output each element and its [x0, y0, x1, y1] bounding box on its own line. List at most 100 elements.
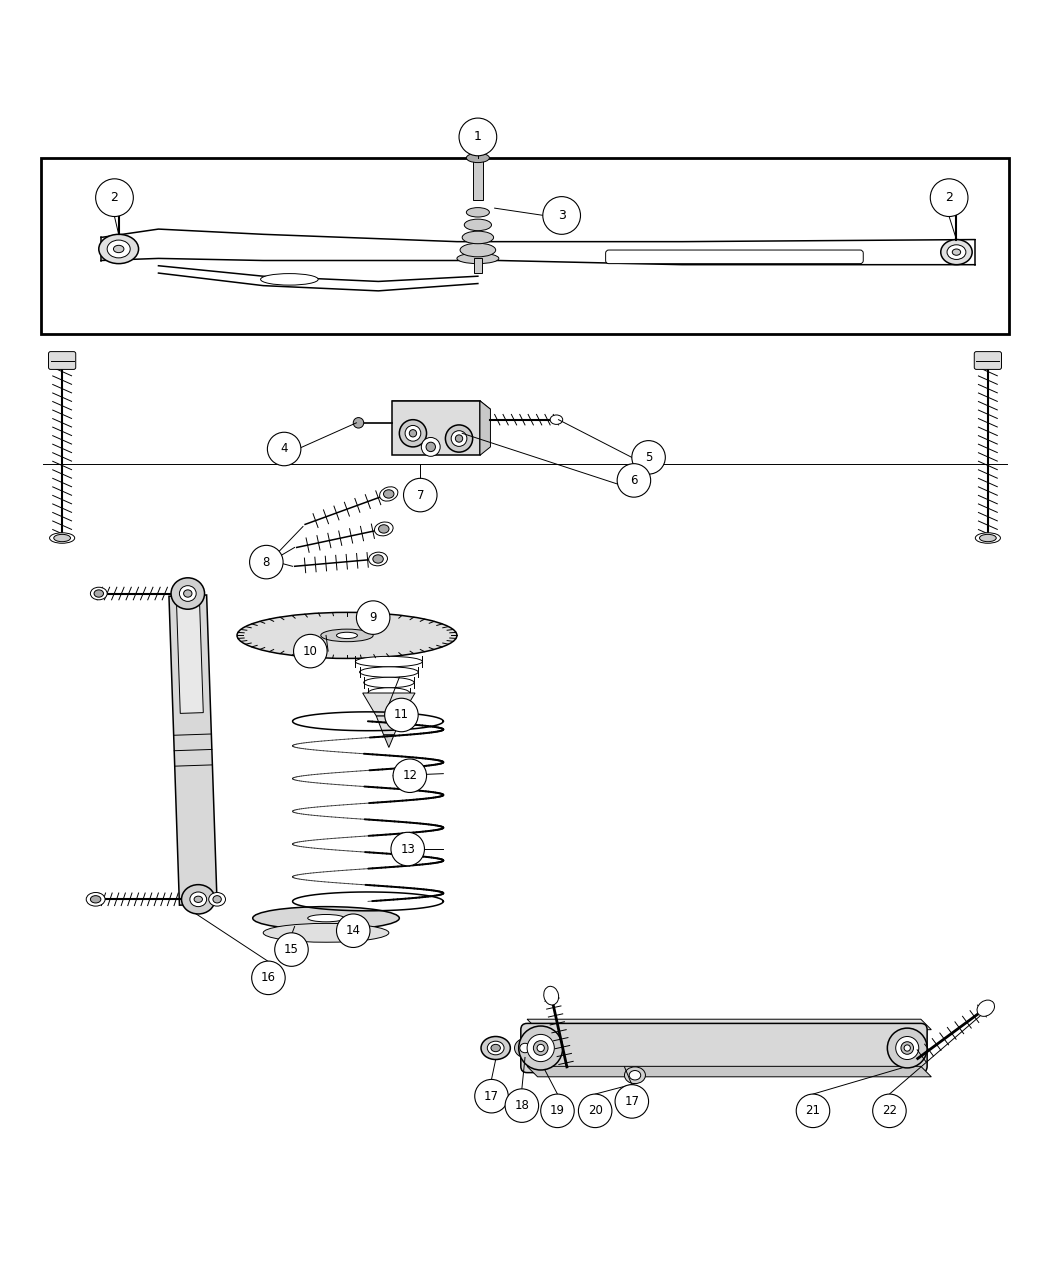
Circle shape [541, 1094, 574, 1127]
Ellipse shape [171, 578, 205, 609]
Ellipse shape [975, 533, 1001, 543]
Ellipse shape [901, 1042, 914, 1054]
Circle shape [459, 119, 497, 156]
Circle shape [403, 478, 437, 511]
Ellipse shape [209, 892, 226, 907]
Ellipse shape [457, 254, 499, 264]
Polygon shape [480, 400, 490, 455]
Circle shape [252, 961, 286, 994]
Ellipse shape [980, 534, 996, 542]
Ellipse shape [353, 418, 363, 428]
Polygon shape [392, 400, 490, 409]
Polygon shape [176, 595, 204, 714]
Ellipse shape [375, 521, 393, 536]
Ellipse shape [520, 1043, 530, 1053]
Text: 4: 4 [280, 442, 288, 455]
Ellipse shape [107, 240, 130, 258]
Circle shape [617, 464, 651, 497]
Ellipse shape [481, 1037, 510, 1060]
FancyBboxPatch shape [606, 250, 863, 264]
Ellipse shape [379, 525, 388, 533]
Text: 10: 10 [302, 645, 318, 658]
Ellipse shape [54, 534, 70, 542]
Text: 22: 22 [882, 1104, 897, 1117]
Ellipse shape [952, 249, 961, 255]
Circle shape [356, 601, 390, 635]
Text: 2: 2 [110, 191, 119, 204]
Circle shape [475, 1080, 508, 1113]
Circle shape [393, 759, 426, 793]
Text: 7: 7 [417, 488, 424, 501]
Text: 15: 15 [285, 944, 299, 956]
Ellipse shape [533, 1040, 548, 1056]
Ellipse shape [625, 1067, 646, 1084]
Ellipse shape [111, 195, 126, 203]
Ellipse shape [190, 892, 207, 907]
Text: 20: 20 [588, 1104, 603, 1117]
Ellipse shape [194, 896, 203, 903]
Text: 3: 3 [558, 209, 566, 222]
Ellipse shape [491, 1044, 501, 1052]
Circle shape [505, 1089, 539, 1122]
Text: 13: 13 [400, 843, 415, 856]
Bar [472, 158, 483, 200]
Circle shape [615, 1085, 649, 1118]
Ellipse shape [308, 914, 344, 922]
Ellipse shape [466, 208, 489, 217]
Text: 6: 6 [630, 474, 637, 487]
Ellipse shape [514, 1039, 536, 1057]
Circle shape [930, 179, 968, 217]
Polygon shape [376, 717, 401, 734]
Circle shape [579, 1094, 612, 1127]
Ellipse shape [487, 1042, 504, 1054]
Ellipse shape [369, 552, 387, 566]
Ellipse shape [544, 987, 559, 1005]
Ellipse shape [213, 895, 222, 903]
Circle shape [543, 196, 581, 235]
FancyBboxPatch shape [521, 1024, 927, 1072]
Ellipse shape [90, 895, 101, 903]
Circle shape [250, 546, 284, 579]
Circle shape [796, 1094, 830, 1127]
Ellipse shape [184, 590, 192, 597]
Ellipse shape [456, 435, 463, 442]
Text: 2: 2 [945, 191, 953, 204]
Ellipse shape [537, 1044, 544, 1052]
Circle shape [336, 914, 370, 947]
Ellipse shape [410, 430, 417, 437]
Text: 1: 1 [474, 130, 482, 143]
Text: 16: 16 [261, 972, 276, 984]
Ellipse shape [426, 442, 436, 451]
Polygon shape [527, 1066, 931, 1077]
Circle shape [391, 833, 424, 866]
Ellipse shape [260, 274, 318, 286]
Ellipse shape [368, 687, 410, 699]
Ellipse shape [113, 245, 124, 252]
Bar [392, 400, 480, 455]
Text: 12: 12 [402, 769, 417, 783]
Ellipse shape [466, 153, 489, 163]
Ellipse shape [321, 629, 373, 641]
Ellipse shape [421, 437, 440, 456]
Text: 18: 18 [514, 1099, 529, 1112]
Ellipse shape [460, 244, 496, 256]
Ellipse shape [896, 1037, 919, 1060]
Polygon shape [383, 734, 394, 747]
Circle shape [275, 933, 309, 966]
Ellipse shape [462, 231, 493, 244]
Ellipse shape [264, 923, 388, 942]
Text: 8: 8 [262, 556, 270, 569]
Ellipse shape [519, 1026, 563, 1070]
Ellipse shape [49, 533, 75, 543]
Ellipse shape [253, 907, 399, 929]
Ellipse shape [629, 1071, 640, 1080]
Bar [41, 158, 1009, 334]
Text: 21: 21 [805, 1104, 820, 1117]
Polygon shape [527, 1019, 931, 1030]
Ellipse shape [904, 1046, 910, 1051]
Circle shape [268, 432, 301, 465]
Text: 14: 14 [345, 924, 361, 937]
Ellipse shape [379, 487, 398, 501]
Ellipse shape [90, 588, 107, 599]
Ellipse shape [86, 892, 105, 907]
